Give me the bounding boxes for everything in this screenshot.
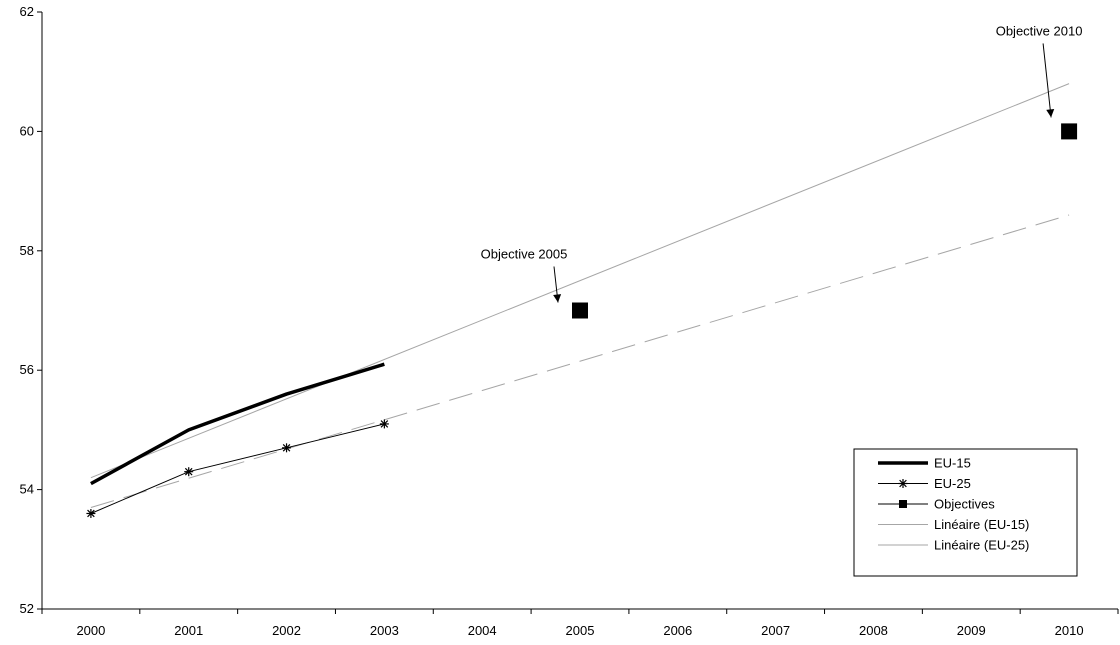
eu25-marker-d2 [184, 467, 193, 476]
legend-asterisk-d2 [899, 479, 907, 488]
legend-square [899, 500, 907, 508]
eu25-line [90, 423, 385, 514]
y-tick-label: 56 [20, 362, 34, 377]
eu25-point [379, 419, 389, 429]
eu25-marker-d2 [87, 509, 95, 518]
y-tick-label: 60 [20, 123, 34, 138]
y-tick-label: 58 [20, 243, 34, 258]
x-tick-label: 2000 [76, 623, 105, 638]
eu25-marker-d2 [282, 444, 291, 452]
eu25-point [86, 508, 96, 518]
eu25-point [184, 467, 194, 477]
x-tick-label: 2006 [663, 623, 692, 638]
legend-label: Objectives [934, 497, 995, 512]
x-tick-label: 2007 [761, 623, 790, 638]
objective-point [572, 302, 588, 319]
x-tick-label: 2002 [272, 623, 301, 638]
annotation-arrow-head [1046, 109, 1055, 118]
x-tick-label: 2004 [468, 623, 497, 638]
x-tick-label: 2010 [1055, 623, 1084, 638]
x-tick-label: 2003 [370, 623, 399, 638]
annotation-label: Objective 2005 [481, 247, 568, 262]
legend-item: Objectives [878, 497, 995, 512]
legend-item: Linéaire (EU-25) [878, 538, 1029, 553]
legend-item: EU-15 [878, 456, 971, 471]
objective-point [1061, 123, 1078, 140]
x-tick-label: 2009 [957, 623, 986, 638]
x-tick-label: 2001 [174, 623, 203, 638]
x-tick-label: 2008 [859, 623, 888, 638]
legend-box [853, 448, 1078, 577]
annotation-arrow-shaft [1042, 43, 1052, 118]
eu15-line [90, 362, 385, 486]
trend-line [90, 214, 1070, 508]
legend-label: EU-25 [934, 476, 971, 491]
trend-lines [90, 83, 1070, 508]
trend-line [90, 83, 1070, 479]
axes: 52 54 56 58 60 62 2000 2001 2002 2003 2004 2005 2006… [20, 4, 1119, 638]
series-lines [86, 123, 1078, 518]
legend-item: Linéaire (EU-15) [878, 517, 1029, 532]
annotations: Objective 2005 Objective 2010 [481, 23, 1083, 303]
legend-label: Linéaire (EU-15) [934, 517, 1029, 532]
legend-item: EU-25 [878, 476, 971, 491]
y-tick-label: 52 [20, 601, 34, 616]
legend-label: Linéaire (EU-25) [934, 538, 1029, 553]
eu25-marker-d2 [380, 420, 389, 428]
eu25-point [282, 443, 292, 453]
y-tick-label: 62 [20, 4, 34, 19]
y-tick-label: 54 [20, 482, 34, 497]
legend-label: EU-15 [934, 456, 971, 471]
legend: EU-15 EU-25 Objectives Linéaire (EU-15) Liné… [853, 448, 1078, 577]
annotation-label: Objective 2010 [996, 23, 1083, 38]
annotation-arrow-head [553, 294, 562, 303]
x-tick-label: 2005 [566, 623, 595, 638]
